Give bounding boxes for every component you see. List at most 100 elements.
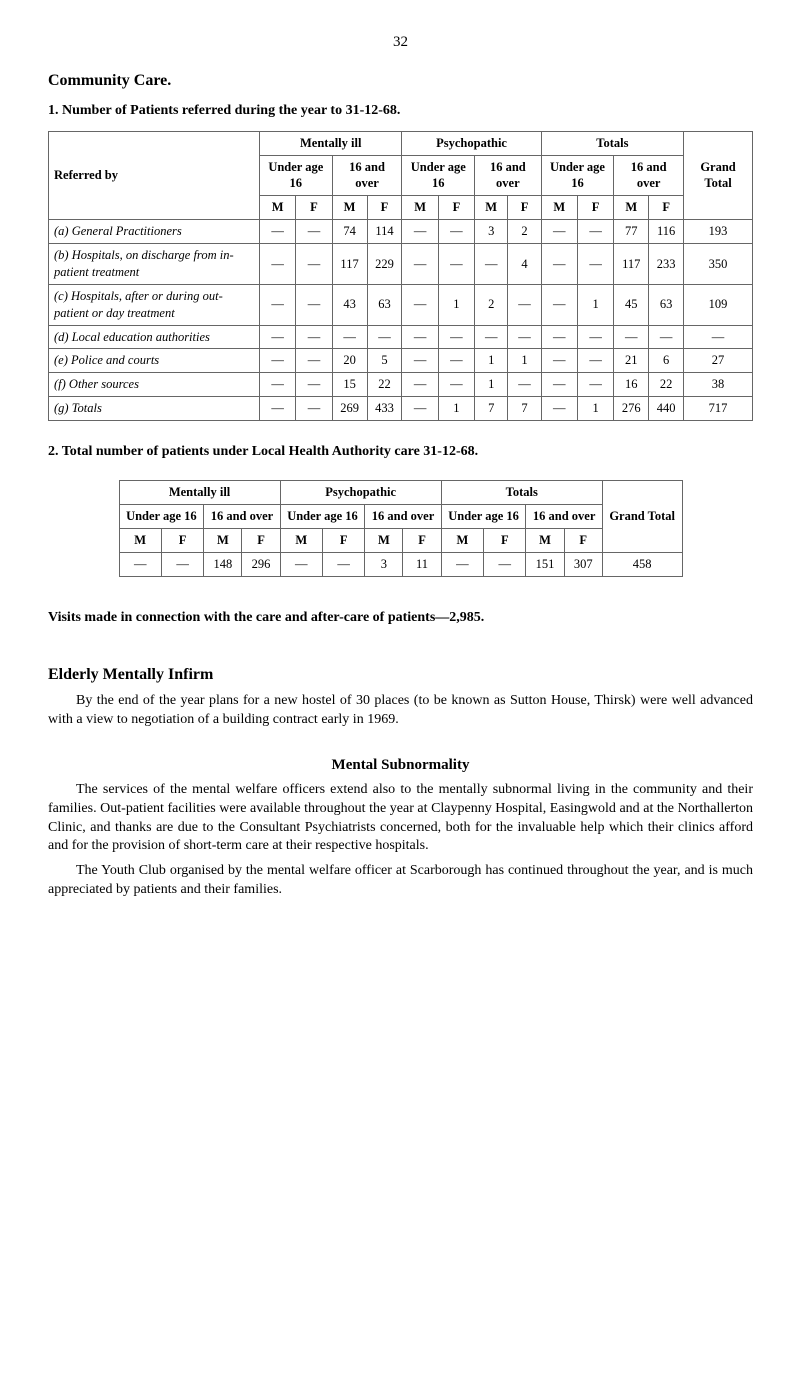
cell: 7 — [475, 397, 508, 421]
visits-line: Visits made in connection with the care … — [48, 609, 753, 628]
sub2-16over-3: 16 and over — [526, 504, 602, 528]
cell: — — [161, 552, 203, 576]
cell: — — [402, 220, 438, 244]
sub2-16over-2: 16 and over — [365, 504, 441, 528]
cell: — — [614, 325, 649, 349]
mf2-header: F — [322, 528, 364, 552]
cell: 11 — [403, 552, 441, 576]
cell: 2 — [475, 284, 508, 325]
cell: 114 — [367, 220, 402, 244]
cell: — — [402, 325, 438, 349]
mf-header: F — [649, 196, 684, 220]
subnormality-para2: The Youth Club organised by the mental w… — [48, 862, 753, 900]
group-totals-2: Totals — [441, 481, 602, 505]
cell: — — [402, 373, 438, 397]
cell: 717 — [684, 397, 753, 421]
cell: — — [541, 349, 577, 373]
cell: 6 — [649, 349, 684, 373]
cell: 2 — [508, 220, 541, 244]
row-label: (d) Local education authorities — [49, 325, 260, 349]
cell: 16 — [614, 373, 649, 397]
cell: 27 — [684, 349, 753, 373]
cell: 109 — [684, 284, 753, 325]
cell: — — [367, 325, 402, 349]
table-referrals: Referred by Mentally ill Psychopathic To… — [48, 131, 753, 421]
mf-header: M — [260, 196, 296, 220]
group-mentally-ill-2: Mentally ill — [119, 481, 280, 505]
sub-under16-1: Under age 16 — [260, 155, 333, 196]
sub-under16-2: Under age 16 — [402, 155, 475, 196]
cell: — — [475, 244, 508, 285]
cell: — — [280, 552, 322, 576]
cell: — — [402, 397, 438, 421]
group-psychopathic-2: Psychopathic — [280, 481, 441, 505]
cell: 193 — [684, 220, 753, 244]
elderly-heading: Elderly Mentally Infirm — [48, 664, 753, 686]
table-row: (e) Police and courts——205——11——21627 — [49, 349, 753, 373]
mf2-header: M — [365, 528, 403, 552]
row-label: (g) Totals — [49, 397, 260, 421]
cell: 21 — [614, 349, 649, 373]
table-row: (d) Local education authorities—————————… — [49, 325, 753, 349]
cell: — — [577, 373, 613, 397]
cell: — — [260, 373, 296, 397]
subnormality-heading: Mental Subnormality — [48, 755, 753, 775]
mf2-header: M — [119, 528, 161, 552]
cell: — — [260, 349, 296, 373]
table-row: (g) Totals——269433—177—1276440717 — [49, 397, 753, 421]
cell: — — [322, 552, 364, 576]
mf-header: M — [332, 196, 367, 220]
sub-16over-2: 16 and over — [475, 155, 542, 196]
mf2-header: F — [161, 528, 203, 552]
cell: — — [541, 397, 577, 421]
cell: 117 — [614, 244, 649, 285]
table-care: Mentally ill Psychopathic Totals Grand T… — [119, 480, 683, 577]
cell: 20 — [332, 349, 367, 373]
cell: — — [438, 244, 474, 285]
cell: — — [577, 349, 613, 373]
cell: 77 — [614, 220, 649, 244]
grand-total-header: Grand Total — [684, 131, 753, 220]
cell: 151 — [526, 552, 564, 576]
table2-row: — — 148 296 — — 3 11 — — 151 307 458 — [119, 552, 682, 576]
cell: — — [260, 325, 296, 349]
mf2-header: F — [484, 528, 526, 552]
cell: — — [296, 325, 332, 349]
cell: — — [541, 244, 577, 285]
cell: — — [541, 373, 577, 397]
mf2-header: M — [280, 528, 322, 552]
table-row: (f) Other sources——1522——1———162238 — [49, 373, 753, 397]
cell: 116 — [649, 220, 684, 244]
cell: — — [684, 325, 753, 349]
mf-header: M — [402, 196, 438, 220]
cell: — — [332, 325, 367, 349]
cell: — — [508, 284, 541, 325]
cell: — — [508, 373, 541, 397]
cell: 433 — [367, 397, 402, 421]
cell: 307 — [564, 552, 602, 576]
community-care-heading: Community Care. — [48, 70, 753, 92]
cell: 269 — [332, 397, 367, 421]
cell: 4 — [508, 244, 541, 285]
cell: 440 — [649, 397, 684, 421]
mf-header: M — [475, 196, 508, 220]
cell: 1 — [438, 397, 474, 421]
cell: 1 — [508, 349, 541, 373]
row-label: (b) Hospitals, on discharge from in-pati… — [49, 244, 260, 285]
sub2-under16-1: Under age 16 — [119, 504, 204, 528]
cell: — — [475, 325, 508, 349]
sub-16over-3: 16 and over — [614, 155, 684, 196]
cell: — — [541, 220, 577, 244]
table-row: (a) General Practitioners——74114——32——77… — [49, 220, 753, 244]
mf2-header: M — [204, 528, 242, 552]
cell: 63 — [367, 284, 402, 325]
mf-header: M — [541, 196, 577, 220]
cell: 1 — [475, 373, 508, 397]
cell: 233 — [649, 244, 684, 285]
cell: 43 — [332, 284, 367, 325]
cell: — — [577, 244, 613, 285]
mf-header: F — [296, 196, 332, 220]
mf2-header: F — [564, 528, 602, 552]
mf-header: M — [614, 196, 649, 220]
cell: 45 — [614, 284, 649, 325]
